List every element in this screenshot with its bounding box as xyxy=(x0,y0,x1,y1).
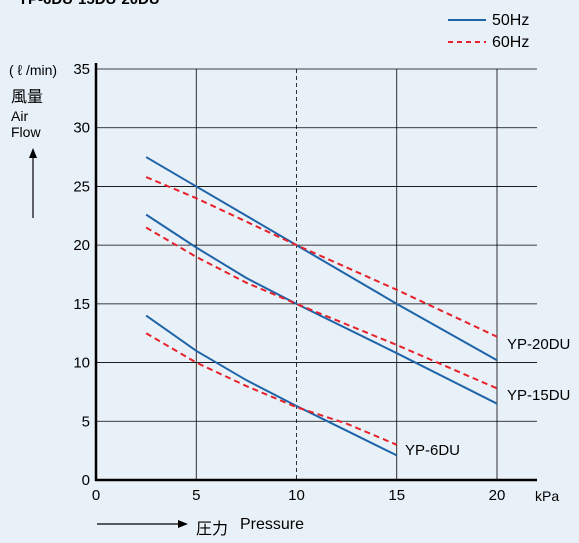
x-axis-label-jp: 圧力 xyxy=(196,521,229,538)
x-tick-label: 10 xyxy=(288,487,305,504)
y-tick-label: 0 xyxy=(82,472,90,489)
y-tick-label: 35 xyxy=(73,61,90,78)
x-tick-label: 20 xyxy=(489,487,506,504)
curve-label-yp-15du: YP-15DU xyxy=(507,387,570,404)
y-tick-label: 25 xyxy=(73,178,90,195)
y-axis-label-jp: 風量 xyxy=(11,89,44,106)
series-line-yp-15du-50hz xyxy=(145,213,498,405)
y-tick-label: 10 xyxy=(73,355,90,372)
y-tick-label: 5 xyxy=(82,413,90,430)
legend: 50Hz 60Hz xyxy=(448,12,529,51)
y-axis-label-en-air: Air xyxy=(11,108,29,124)
series-line-yp-15du-60hz xyxy=(145,226,498,390)
x-tick-label: 5 xyxy=(192,487,200,504)
y-axis-label-en-flow: Flow xyxy=(11,124,41,140)
legend-label-60hz: 60Hz xyxy=(492,34,529,51)
grid xyxy=(96,68,537,480)
x-axis-label-en: Pressure xyxy=(240,516,305,533)
curve-label-yp-6du: YP-6DU xyxy=(405,442,460,459)
x-tick-label: 0 xyxy=(92,487,100,504)
y-axis-arrow-head xyxy=(29,148,37,158)
axes: 0 5 10 15 20 25 30 35 0 5 10 15 20 YP-20DU YP-15DU YP-6… xyxy=(29,61,570,528)
series-line-yp-20du-60hz xyxy=(145,176,498,338)
legend-label-50hz: 50Hz xyxy=(492,12,529,29)
y-tick-label: 20 xyxy=(73,237,90,254)
series-line-yp-6du-50hz xyxy=(145,314,398,457)
x-axis-arrow-head xyxy=(178,520,188,528)
y-axis-unit: ( ℓ /min) xyxy=(9,62,58,78)
x-tick-label: 15 xyxy=(388,487,405,504)
y-tick-label: 15 xyxy=(73,296,90,313)
x-axis-unit: kPa xyxy=(535,488,560,504)
series-line-yp-6du-60hz xyxy=(145,332,398,446)
curve-label-yp-20du: YP-20DU xyxy=(507,336,570,353)
y-tick-label: 30 xyxy=(73,120,90,137)
series-group xyxy=(145,156,498,457)
chart-header: YP-6DU·15DU·20DU xyxy=(18,0,160,8)
